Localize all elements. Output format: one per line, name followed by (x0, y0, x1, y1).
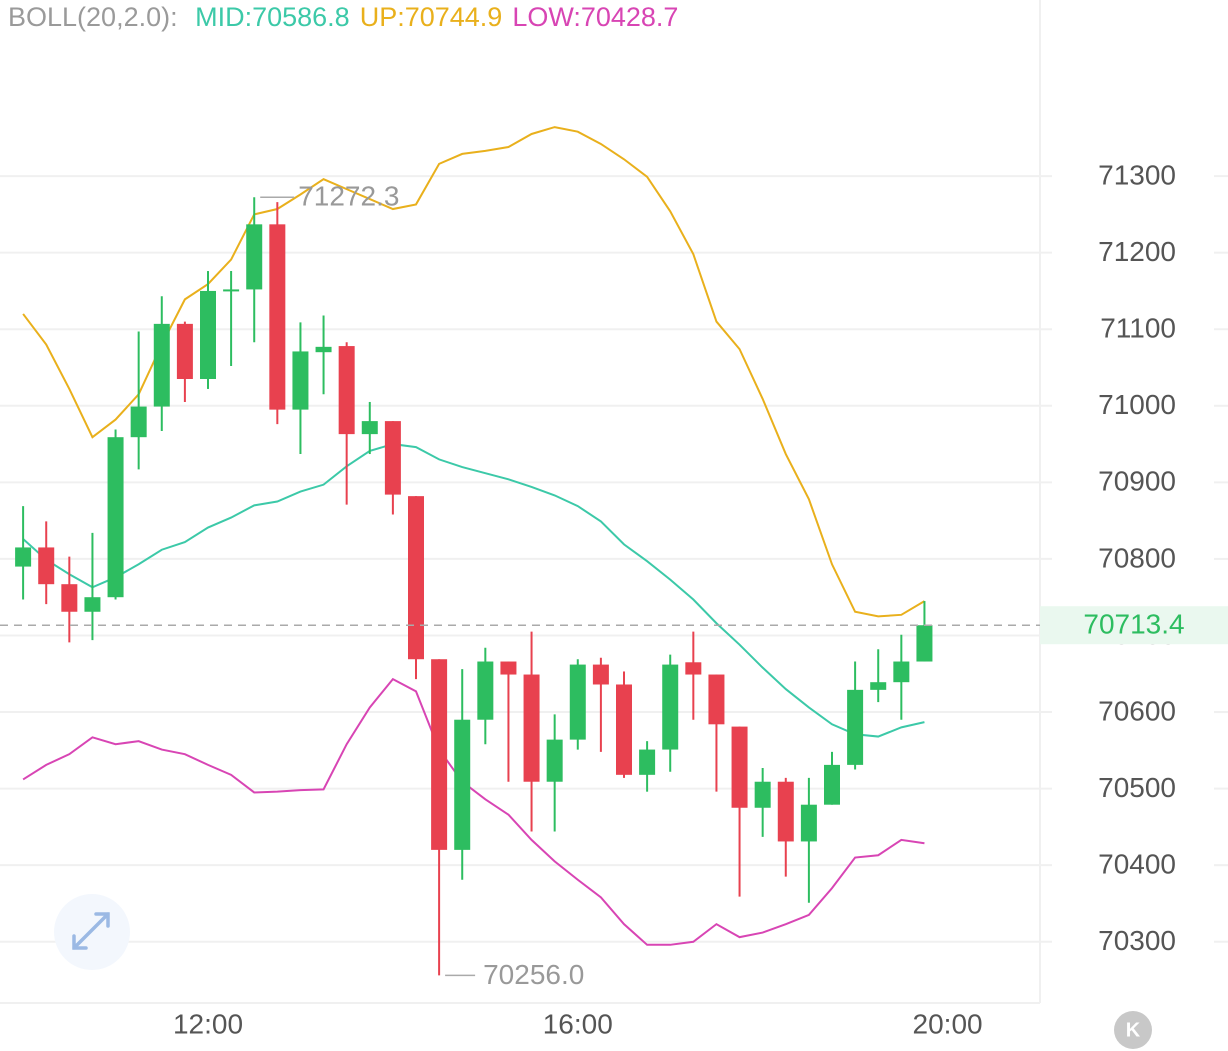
expand-button[interactable] (54, 894, 130, 970)
candle-body (38, 547, 55, 585)
candle-body (130, 406, 147, 438)
candle-body (893, 661, 910, 683)
last-price-label: 70713.4 (1083, 609, 1184, 640)
kline-button[interactable]: K (1114, 1011, 1152, 1049)
candle-body (477, 661, 494, 720)
legend-entry: MID:70586.8 (195, 2, 350, 32)
x-tick-label: 16:00 (543, 1008, 613, 1039)
band-line (22, 126, 925, 618)
candle-body (708, 674, 725, 725)
candle-body (639, 749, 656, 775)
last-price-box (1040, 606, 1228, 645)
candle-body (546, 739, 563, 782)
x-tick-label: 12:00 (173, 1008, 243, 1039)
candle-body (338, 346, 355, 435)
high-label: 71272.3 (298, 181, 399, 212)
candle-body (847, 689, 864, 765)
band-line (22, 677, 925, 946)
grid: 7030070400705007060070700708007090071000… (0, 159, 1228, 1039)
candle-body (500, 661, 517, 675)
candle-body (685, 662, 702, 675)
candle-body (592, 664, 609, 685)
candle-body (200, 290, 216, 379)
candle-body (361, 421, 378, 435)
legend-entry: LOW:70428.7 (512, 2, 679, 32)
candle-body (15, 547, 32, 567)
candle-body (223, 289, 240, 292)
indicator-label: BOLL(20,2.0): (8, 2, 178, 32)
y-tick-label: 71200 (1098, 236, 1176, 267)
candle-body (731, 726, 748, 808)
y-tick-label: 70600 (1098, 695, 1176, 726)
candle-body (61, 584, 78, 612)
candle-body (662, 664, 679, 750)
candle-body (246, 224, 263, 290)
candle-body (153, 323, 170, 407)
band-line (22, 443, 925, 738)
candle-body (454, 719, 471, 850)
legend-entry: UP:70744.9 (359, 2, 503, 32)
kline-button-label[interactable]: K (1126, 1019, 1141, 1041)
candle-body (569, 664, 586, 740)
candle-body (384, 421, 401, 495)
candle-body (916, 625, 933, 662)
candle-body (292, 351, 309, 410)
y-tick-label: 70800 (1098, 542, 1176, 573)
y-tick-label: 70300 (1098, 925, 1176, 956)
legend: BOLL(20,2.0): MID:70586.8 UP:70744.9 LOW:7… (8, 0, 688, 34)
candle-body (800, 804, 817, 842)
candle-body (777, 781, 794, 842)
candle-body (176, 323, 193, 379)
x-tick-label: 20:00 (913, 1008, 983, 1039)
y-tick-label: 71100 (1100, 313, 1176, 344)
candle-body (523, 674, 540, 782)
candle-body (754, 781, 771, 808)
y-tick-label: 70900 (1098, 466, 1176, 497)
candle-body (315, 346, 332, 353)
y-tick-label: 70400 (1098, 849, 1176, 880)
candle-body (107, 437, 124, 598)
y-tick-label: 70500 (1098, 772, 1176, 803)
candle-body (84, 597, 101, 612)
candle-body (269, 224, 286, 410)
candle-body (824, 764, 840, 805)
y-tick-label: 71000 (1098, 389, 1176, 420)
low-label: 70256.0 (483, 959, 584, 990)
marks: 71272.3 70256.0 70713.4 (0, 126, 1228, 990)
candle-body (408, 496, 424, 660)
candle-body (431, 659, 448, 850)
y-tick-label: 71300 (1098, 159, 1176, 190)
candle-body (870, 682, 887, 690)
candle-body (616, 684, 632, 775)
